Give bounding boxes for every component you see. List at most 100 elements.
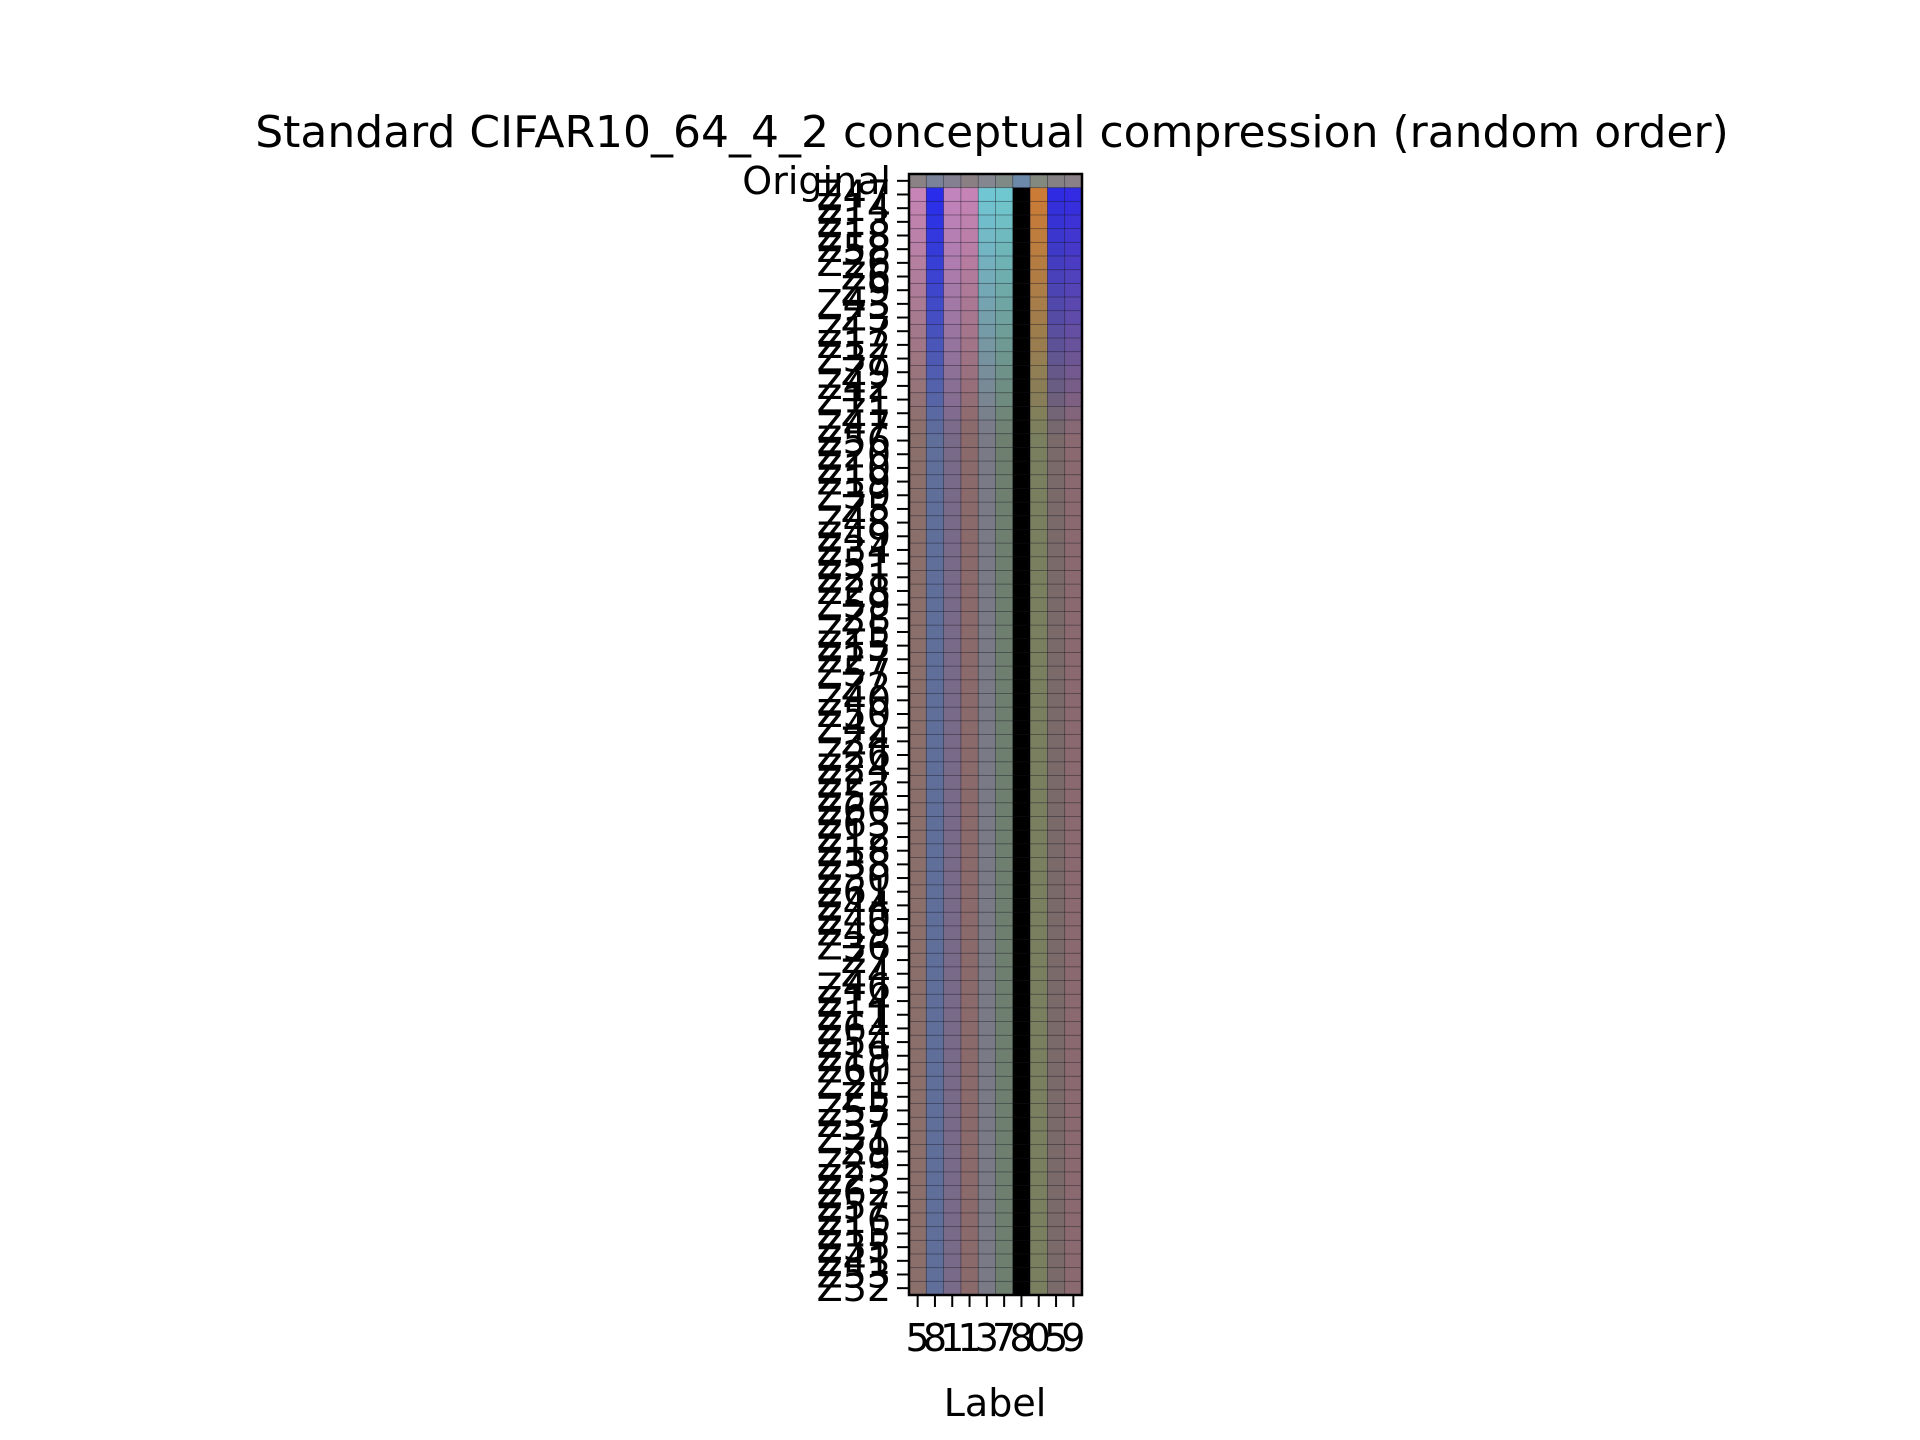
image-cell [1029, 665, 1049, 681]
image-cell [960, 857, 979, 872]
image-cell [1047, 884, 1066, 900]
image-cell [1064, 952, 1083, 968]
image-cell [1047, 419, 1066, 435]
image-cell [1047, 925, 1066, 941]
image-cell [908, 1226, 928, 1242]
image-cell [925, 611, 945, 626]
image-cell [925, 679, 945, 695]
image-cell [995, 1062, 1014, 1077]
image-cell [908, 1007, 928, 1023]
image-cell [1047, 952, 1066, 968]
image-cell [960, 1062, 979, 1077]
image-cell [1064, 556, 1083, 572]
image-cell [1064, 474, 1083, 490]
x-tick-label: 1 [957, 1316, 981, 1360]
image-cell [943, 378, 962, 394]
image-cell [1064, 1226, 1083, 1242]
image-cell [960, 501, 979, 517]
image-cell [960, 1075, 979, 1091]
image-cell [960, 829, 979, 845]
image-cell [960, 419, 979, 435]
image-cell [960, 570, 979, 585]
image-cell [908, 734, 928, 749]
image-cell [977, 488, 997, 503]
image-cell [1047, 624, 1066, 640]
image-cell [977, 1103, 997, 1118]
image-cell [977, 1075, 997, 1091]
image-cell [995, 310, 1014, 326]
image-cell [908, 228, 928, 244]
image-cell [1047, 857, 1066, 872]
image-cell [1029, 624, 1049, 640]
image-cell [1064, 187, 1083, 203]
image-cell [943, 1239, 962, 1255]
image-cell [925, 310, 945, 326]
image-cell [925, 857, 945, 872]
image-cell [1064, 761, 1083, 777]
image-cell [925, 652, 945, 667]
image-cell [977, 693, 997, 708]
image-cell [943, 1007, 962, 1023]
image-cell [908, 405, 928, 421]
image-cell [1029, 993, 1049, 1009]
image-cell [977, 966, 997, 982]
image-cell [1029, 761, 1049, 777]
image-cell [1029, 214, 1049, 230]
image-cell [977, 952, 997, 968]
image-cell [960, 788, 979, 804]
y-tick-label: Z41 [817, 1239, 891, 1283]
image-cell [977, 337, 997, 353]
image-cell [960, 1021, 979, 1036]
image-cell [908, 447, 928, 462]
image-cell [995, 1239, 1014, 1255]
image-cell [943, 351, 962, 367]
image-cell [908, 364, 928, 380]
image-cell [908, 1212, 928, 1228]
image-cell [943, 597, 962, 613]
image-cell [1029, 1198, 1049, 1214]
image-cell [960, 816, 979, 831]
image-cell [925, 1089, 945, 1105]
image-cell [960, 1130, 979, 1146]
image-cell [960, 214, 979, 230]
image-cell [960, 460, 979, 476]
image-cell [960, 556, 979, 572]
image-cell [960, 515, 979, 531]
image-cell [995, 952, 1014, 968]
image-cell [960, 939, 979, 954]
image-cell [1047, 1212, 1066, 1228]
image-cell [1012, 1144, 1031, 1159]
image-cell [995, 269, 1014, 285]
image-cell [1029, 734, 1049, 749]
image-cell [1012, 1021, 1031, 1036]
image-cell [977, 1185, 997, 1201]
image-cell [908, 843, 928, 859]
image-cell [1064, 1157, 1083, 1173]
image-cell [908, 802, 928, 818]
image-cell [908, 488, 928, 503]
image-cell [943, 788, 962, 804]
image-cell [960, 611, 979, 626]
image-cell [995, 939, 1014, 954]
image-cell [1064, 1144, 1083, 1159]
image-cell [925, 542, 945, 558]
image-cell [943, 583, 962, 599]
image-cell [908, 460, 928, 476]
image-cell [908, 241, 928, 257]
image-cell [925, 419, 945, 435]
image-cell [925, 952, 945, 968]
image-cell [1064, 433, 1083, 449]
image-cell [1047, 515, 1066, 531]
image-cell [960, 870, 979, 886]
image-cell [1047, 652, 1066, 667]
image-cell [1047, 529, 1066, 544]
image-cell [925, 187, 945, 203]
image-cell [908, 597, 928, 613]
image-cell [925, 501, 945, 517]
image-cell [960, 378, 979, 394]
image-cell [1012, 474, 1031, 490]
image-cell [1029, 611, 1049, 626]
image-cell [1064, 829, 1083, 845]
image-cell [1047, 1007, 1066, 1023]
y-tick-label: Z35 [817, 1225, 891, 1269]
